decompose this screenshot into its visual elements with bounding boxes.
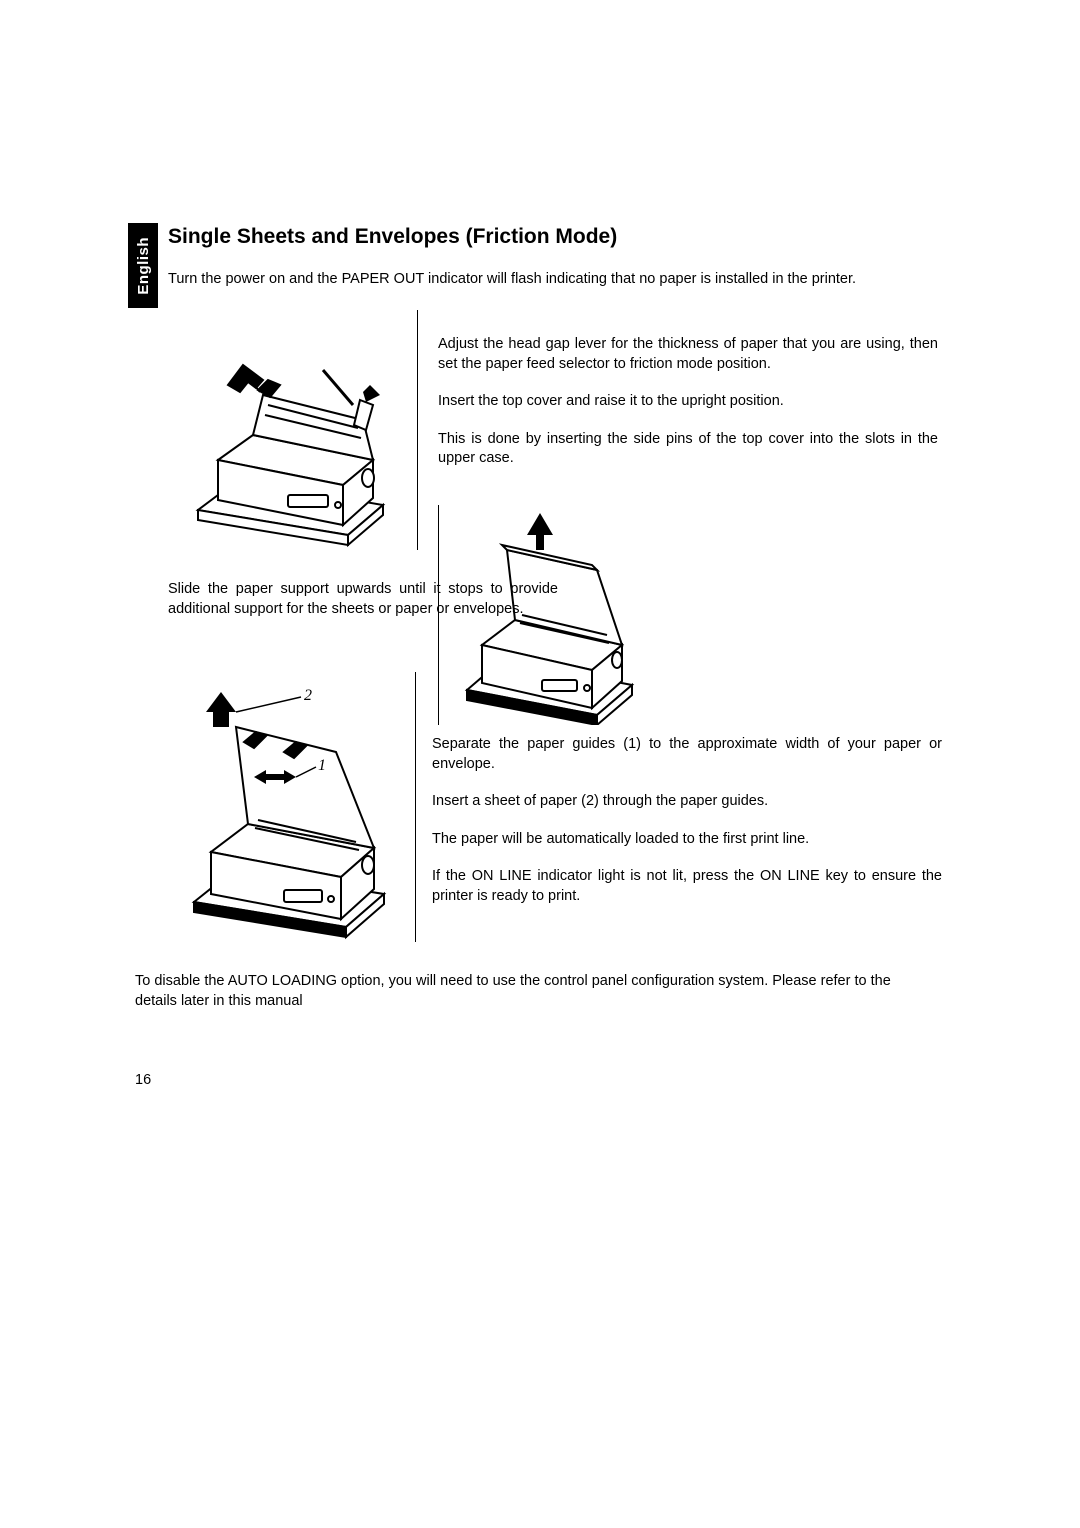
paragraph: If the ON LINE indicator light is not li… (432, 867, 942, 906)
text-block-3: Separate the paper guides (1) to the app… (432, 735, 942, 924)
text-block-1: Adjust the head gap lever for the thickn… (438, 335, 938, 487)
text-block-2: Slide the paper support upwards until it… (168, 580, 558, 619)
paragraph: Insert the top cover and raise it to the… (438, 392, 938, 412)
intro-paragraph: Turn the power on and the PAPER OUT indi… (168, 270, 938, 290)
language-tab: English (128, 223, 158, 308)
paragraph: Slide the paper support upwards until it… (168, 580, 558, 619)
paragraph: Separate the paper guides (1) to the app… (432, 735, 942, 774)
paragraph: The paper will be automatically loaded t… (432, 830, 942, 850)
footnote: To disable the AUTO LOADING option, you … (135, 972, 905, 1011)
paragraph: Adjust the head gap lever for the thickn… (438, 335, 938, 374)
page-number: 16 (135, 1072, 151, 1088)
callout-2: 2 (304, 687, 312, 704)
language-tab-label: English (135, 237, 152, 295)
section-heading: Single Sheets and Envelopes (Friction Mo… (168, 225, 617, 249)
figure-printer-lever (168, 310, 418, 550)
paragraph: Insert a sheet of paper (2) through the … (432, 792, 942, 812)
callout-1: 1 (318, 757, 326, 774)
paragraph: This is done by inserting the side pins … (438, 430, 938, 469)
figure-printer-guides: 1 2 (166, 672, 416, 942)
